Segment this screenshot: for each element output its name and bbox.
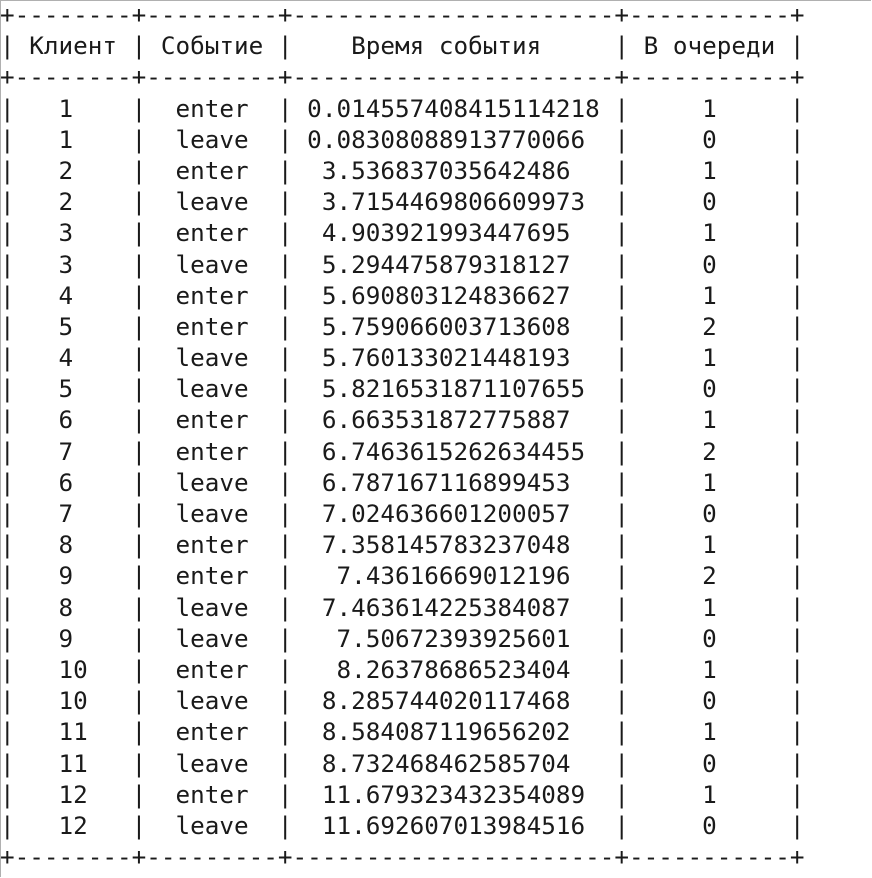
table-row: | 10 | leave | 8.285744020117468 | 0 | [0,686,805,716]
table-row: | 3 | leave | 5.294475879318127 | 0 | [0,249,805,279]
table-row: | 10 | enter | 8.26378686523404 | 1 | [0,654,805,684]
table-row: | 11 | leave | 8.732468462585704 | 0 | [0,748,805,778]
table-row: | 12 | leave | 11.692607013984516 | 0 | [0,810,805,840]
table-row: | 12 | enter | 11.679323432354089 | 1 | [0,779,805,809]
table-border-header: +--------+---------+--------------------… [0,62,805,92]
table-row: | 8 | enter | 7.358145783237048 | 1 | [0,530,805,560]
table-row: | 1 | enter | 0.014557408415114218 | 1 | [0,93,805,123]
table-row: | 1 | leave | 0.08308088913770066 | 0 | [0,124,805,154]
table-row: | 4 | leave | 5.760133021448193 | 1 | [0,343,805,373]
queue-events-table: +--------+---------+--------------------… [0,0,805,872]
table-row: | 9 | leave | 7.50672393925601 | 0 | [0,623,805,653]
table-row: | 5 | enter | 5.759066003713608 | 2 | [0,311,805,341]
table-border-top: +--------+---------+--------------------… [0,0,805,29]
table-row: | 5 | leave | 5.8216531871107655 | 0 | [0,374,805,404]
table-row: | 8 | leave | 7.463614225384087 | 1 | [0,592,805,622]
table-row: | 7 | leave | 7.024636601200057 | 0 | [0,499,805,528]
table-row: | 11 | enter | 8.584087119656202 | 1 | [0,717,805,747]
table-row: | 6 | leave | 6.787167116899453 | 1 | [0,467,805,497]
table-row: | 4 | enter | 5.690803124836627 | 1 | [0,280,805,310]
table-row: | 7 | enter | 6.7463615262634455 | 2 | [0,436,805,466]
table-row: | 2 | leave | 3.7154469806609973 | 0 | [0,187,805,217]
table-row: | 9 | enter | 7.43616669012196 | 2 | [0,561,805,591]
table-row: | 2 | enter | 3.536837035642486 | 1 | [0,155,805,185]
table-row: | 6 | enter | 6.663531872775887 | 1 | [0,405,805,435]
table-header-row: | Клиент | Событие | Время события | В о… [0,31,805,61]
table-border-bottom: +--------+---------+--------------------… [0,842,805,872]
table-row: | 3 | enter | 4.903921993447695 | 1 | [0,218,805,248]
